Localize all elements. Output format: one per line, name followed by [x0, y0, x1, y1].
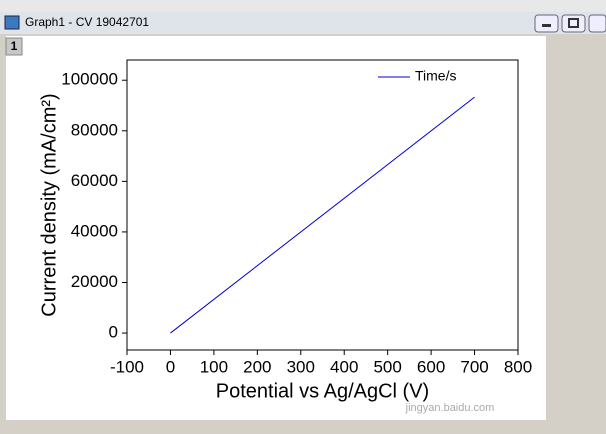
window-title: Graph1 - CV 19042701 — [25, 15, 149, 29]
layer-tab[interactable] — [5, 37, 23, 56]
x-tick-label: 0 — [166, 357, 175, 376]
plot-frame — [126, 59, 519, 351]
x-tick-label: 200 — [243, 357, 271, 376]
window-buttons[interactable] — [534, 14, 606, 33]
legend-label: Time/s — [415, 68, 456, 84]
watermark: jingyan.baidu.com — [405, 402, 495, 414]
x-tick-label: 300 — [287, 357, 315, 376]
x-axis-title: Potential vs Ag/AgCl (V) — [216, 380, 429, 402]
restore-icon — [568, 18, 579, 28]
title-bar — [0, 12, 606, 34]
graph-page — [6, 36, 546, 420]
y-tick-label: 0 — [109, 323, 118, 342]
y-tick-label: 80000 — [71, 120, 118, 139]
x-tick-label: 400 — [330, 357, 358, 376]
x-tick-label: 600 — [417, 357, 445, 376]
x-tick-label: -100 — [110, 357, 144, 376]
window-icon — [4, 15, 20, 30]
background-window — [0, 0, 606, 12]
y-tick-label: 20000 — [71, 272, 118, 291]
y-axis-title: Current density (mA/cm²) — [38, 93, 60, 316]
y-tick-label: 60000 — [71, 171, 118, 190]
data-line — [170, 96, 475, 334]
y-tick-label: 100000 — [61, 70, 118, 89]
x-tick-label: 100 — [200, 357, 228, 376]
x-tick-label: 800 — [504, 357, 532, 376]
minimize-icon — [542, 24, 551, 27]
close-button[interactable] — [588, 14, 606, 33]
x-tick-label: 700 — [460, 357, 488, 376]
minimize-button[interactable] — [534, 14, 559, 33]
x-tick-label: 500 — [373, 357, 401, 376]
y-tick-label: 40000 — [71, 221, 118, 240]
layer-label: 1 — [11, 39, 18, 53]
restore-button[interactable] — [561, 14, 586, 33]
